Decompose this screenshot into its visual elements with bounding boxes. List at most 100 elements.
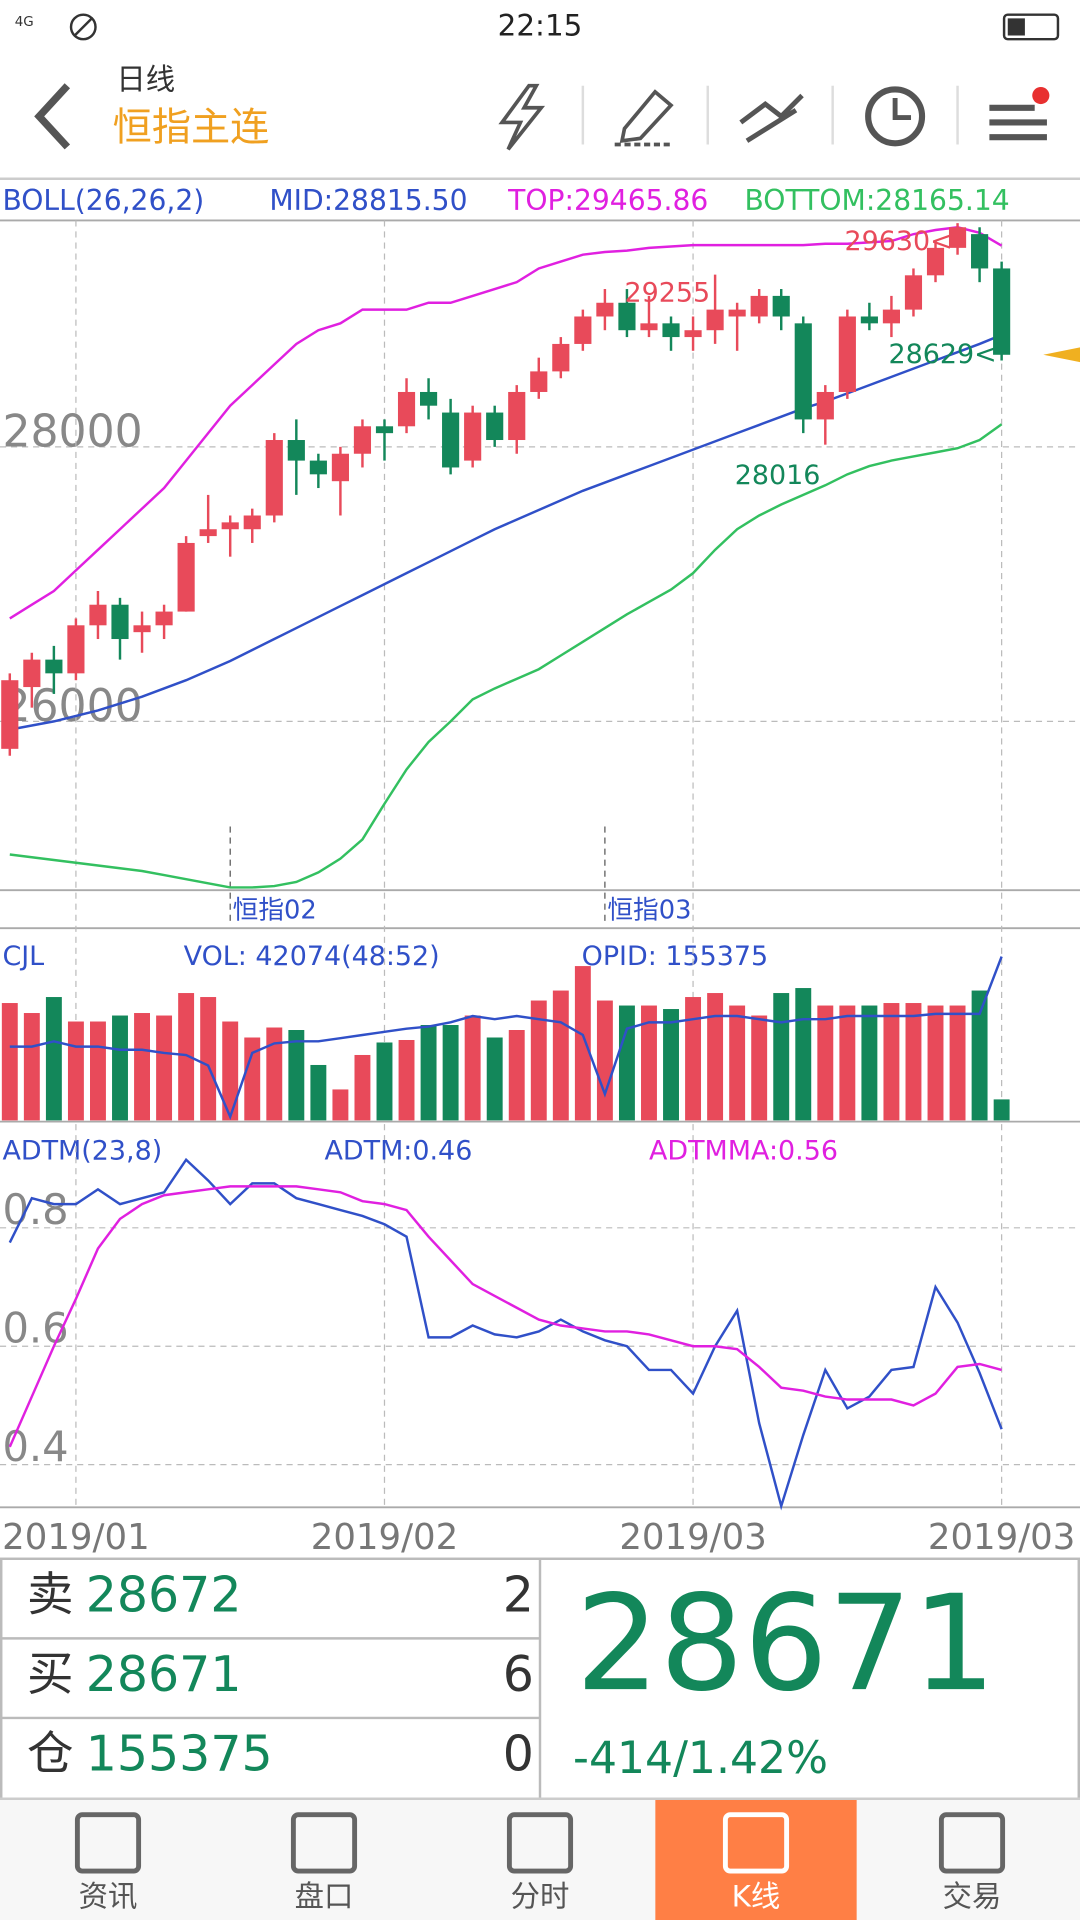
indicator-icon[interactable] <box>739 93 804 143</box>
y-tick-label: 0.6 <box>2 1304 68 1353</box>
candle-body <box>596 302 614 317</box>
volume-bar <box>376 1042 393 1121</box>
candle-body <box>662 323 680 338</box>
legend-label: ADTMMA:0.56 <box>649 1136 838 1167</box>
candle-body <box>684 330 702 338</box>
y-tick-label: 28000 <box>2 407 142 458</box>
quote-price: 155375 <box>86 1726 273 1783</box>
menu-icon[interactable] <box>989 104 1047 141</box>
candle-body <box>221 522 239 530</box>
volume-bar <box>45 997 62 1121</box>
candle-body <box>552 343 570 372</box>
opid-label: OPID: 155375 <box>582 941 768 972</box>
nav-label[interactable]: 资讯 <box>79 1879 138 1913</box>
nav-icon[interactable] <box>506 1812 574 1874</box>
volume-bar <box>618 1005 635 1121</box>
quote-label: 卖 <box>27 1567 74 1621</box>
network: 4G <box>15 15 34 30</box>
candle-body <box>640 323 658 331</box>
battery-level <box>1007 18 1025 36</box>
battery <box>1002 13 1060 41</box>
volume-bar <box>596 1000 613 1121</box>
volume-bar <box>839 1005 856 1121</box>
candle-body <box>155 611 173 626</box>
flash-icon[interactable] <box>498 83 546 151</box>
candle-body <box>464 412 482 461</box>
quote-qty: 2 <box>503 1566 534 1623</box>
period: 日线 <box>116 62 175 96</box>
candle-body <box>23 659 41 688</box>
legend-label: MID:28815.50 <box>269 184 467 217</box>
clock: 22:15 <box>498 8 583 42</box>
boll-line <box>9 226 1003 620</box>
volume-bar <box>67 1021 84 1121</box>
candle-body <box>508 391 526 441</box>
vol-label: VOL: 42074(48:52) <box>184 941 440 972</box>
indicator-label: BOLL(26,26,2) <box>2 184 204 217</box>
candle-body <box>1 680 19 749</box>
volume-bar <box>178 993 195 1121</box>
indicator-label: ADTM(23,8) <box>2 1136 162 1167</box>
volume-bar <box>949 1005 966 1121</box>
nav-icon[interactable] <box>74 1812 142 1874</box>
contract-label: 恒指03 <box>607 896 691 926</box>
volume-bar <box>222 1021 239 1121</box>
volume-bar <box>244 1037 261 1121</box>
candle-body <box>309 460 327 475</box>
boll-line <box>9 333 1003 731</box>
volume-bar <box>552 990 569 1121</box>
high-label: 29630< <box>844 226 952 257</box>
candle-body <box>574 316 592 344</box>
candle-body <box>882 309 900 324</box>
quote-label: 仓 <box>27 1727 74 1781</box>
candle-body <box>772 295 790 317</box>
nav-label[interactable]: 盘口 <box>295 1879 354 1913</box>
volume-bar <box>751 1015 768 1121</box>
candle-body <box>993 268 1011 355</box>
candle-body <box>243 515 261 530</box>
candle-body <box>287 440 305 461</box>
time-icon[interactable] <box>865 86 926 147</box>
indicator-label: CJL <box>2 941 44 972</box>
candle-body <box>926 247 945 276</box>
volume-bar <box>354 1054 371 1121</box>
volume-bar <box>508 1030 525 1121</box>
nav-icon[interactable] <box>290 1812 358 1874</box>
x-tick-label: 2019/03 <box>928 1517 1075 1558</box>
candle-body <box>794 323 812 420</box>
volume-bar <box>773 993 790 1121</box>
nav-label[interactable]: 交易 <box>943 1879 1002 1913</box>
back-button[interactable] <box>34 83 71 150</box>
volume-bar <box>905 1003 922 1121</box>
draw-icon[interactable] <box>619 89 674 143</box>
dnd-icon <box>73 17 93 37</box>
nav-icon[interactable] <box>938 1812 1006 1874</box>
x-tick-label: 2019/03 <box>619 1517 766 1558</box>
volume-bar <box>156 1015 173 1121</box>
volume-bar <box>112 1015 128 1121</box>
badge <box>1032 86 1050 105</box>
candle-body <box>728 309 746 317</box>
symbol[interactable]: 恒指主连 <box>113 105 270 150</box>
volume-bar <box>442 1025 459 1121</box>
volume-bar <box>883 1003 900 1121</box>
volume-bar <box>464 1015 481 1121</box>
volume-bar <box>993 1099 1010 1121</box>
y-tick-label: 0.8 <box>2 1185 68 1234</box>
candle-body <box>442 412 460 468</box>
nav-label[interactable]: K线 <box>732 1879 781 1913</box>
volume-bar <box>266 1027 283 1121</box>
dnd-icon <box>69 13 97 41</box>
volume-bar <box>23 1013 40 1121</box>
x-tick-label: 2019/02 <box>311 1517 458 1558</box>
legend-label: ADTM:0.46 <box>324 1136 472 1167</box>
nav-label[interactable]: 分时 <box>511 1879 570 1913</box>
low-label: 28629< <box>889 339 997 370</box>
candle-body <box>133 625 151 633</box>
volume-bar <box>729 1005 746 1121</box>
volume-bar <box>707 993 724 1121</box>
candle-body <box>89 604 107 626</box>
nav-icon[interactable] <box>722 1812 790 1874</box>
